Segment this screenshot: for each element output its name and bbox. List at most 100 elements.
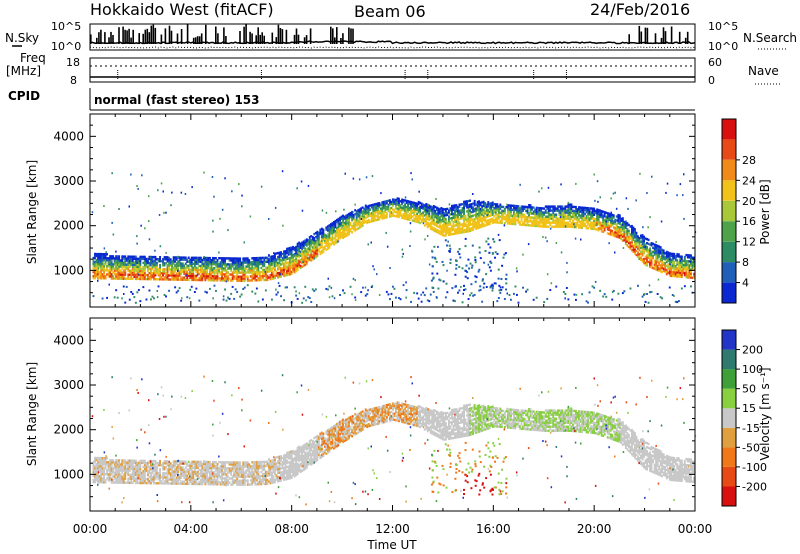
power-cell: [389, 199, 391, 202]
power-cell: [201, 268, 204, 272]
power-cell: [119, 275, 122, 278]
power-cell: [671, 272, 674, 276]
power-cell: [295, 290, 297, 293]
power-cell: [657, 278, 660, 281]
power-cell: [531, 220, 533, 223]
power-cell: [225, 269, 228, 272]
power-cell: [316, 252, 319, 256]
power-cell: [608, 214, 611, 218]
velocity-cell: [113, 461, 116, 464]
power-cell: [354, 227, 357, 230]
power-cell: [268, 266, 270, 269]
power-cell: [189, 262, 192, 265]
velocity-cell: [107, 475, 110, 478]
power-cell: [177, 266, 180, 269]
power-cell: [393, 198, 396, 201]
power-cell: [319, 230, 322, 234]
power-cell: [537, 216, 540, 220]
velocity-cell: [97, 475, 99, 478]
power-cell: [478, 202, 481, 205]
power-cell: [596, 220, 599, 223]
power-cell: [345, 214, 347, 218]
power-cell: [463, 208, 465, 212]
power-cell: [116, 269, 119, 272]
power-cell: [513, 222, 515, 226]
power-cell: [401, 202, 403, 205]
velocity-cell: [131, 471, 134, 474]
power-cell: [100, 255, 102, 258]
power-cell: [611, 229, 614, 233]
power-cell: [162, 260, 164, 263]
power-cell: [198, 256, 201, 260]
power-cell: [472, 202, 475, 205]
power-cell: [516, 215, 518, 218]
power-cell: [402, 198, 405, 202]
power-cell: [564, 205, 567, 208]
power-cell: [426, 225, 429, 229]
power-cell: [337, 223, 340, 227]
power-cell: [302, 256, 305, 259]
power-cell: [382, 202, 385, 206]
power-cell: [180, 258, 183, 261]
noise-bar: [146, 28, 149, 44]
power-cell: [110, 255, 113, 258]
power-cell: [260, 256, 263, 260]
power-cell: [209, 279, 211, 282]
power-cell: [541, 187, 543, 190]
power-cell: [631, 234, 633, 238]
power-cell: [562, 221, 565, 224]
power-cell: [547, 209, 550, 212]
power-cell: [407, 204, 409, 207]
power-cell: [266, 260, 269, 263]
power-cell: [263, 264, 266, 268]
power-cell: [246, 269, 249, 272]
noise-bar: [293, 34, 296, 44]
velocity-cell: [98, 475, 101, 478]
power-cell: [416, 212, 419, 215]
power-cell: [296, 242, 299, 246]
power-cell: [113, 267, 116, 270]
power-cell: [371, 284, 374, 287]
velocity-cell: [137, 465, 140, 469]
power-cell: [490, 210, 493, 213]
power-cell: [154, 259, 157, 263]
power-cell: [219, 265, 222, 268]
power-cell: [618, 222, 621, 225]
power-cell: [178, 274, 181, 277]
velocity-cell: [127, 477, 130, 480]
power-cell: [258, 272, 261, 276]
power-cell: [612, 232, 615, 235]
power-cell: [398, 201, 400, 205]
power-cell: [100, 263, 102, 266]
power-cell: [190, 274, 193, 278]
power-cell: [446, 211, 449, 215]
power-cell: [313, 257, 315, 260]
power-cell: [451, 225, 453, 228]
power-cell: [269, 275, 272, 279]
power-cell: [437, 229, 440, 232]
power-cell: [215, 271, 217, 274]
power-cell: [570, 205, 573, 208]
power-cell: [593, 207, 596, 210]
power-cell: [649, 243, 651, 246]
velocity-cell: [109, 477, 112, 480]
power-cell: [212, 219, 214, 222]
power-cell: [427, 204, 429, 207]
power-cell: [416, 292, 419, 295]
power-cell: [95, 273, 98, 276]
power-cell: [656, 266, 659, 270]
power-cell: [195, 262, 198, 266]
power-cell: [103, 275, 105, 278]
power-cell: [348, 218, 350, 222]
power-cell: [157, 274, 160, 277]
power-cell: [310, 239, 313, 242]
power-cell: [116, 263, 119, 266]
power-cell: [531, 224, 533, 227]
power-cell: [680, 269, 683, 272]
power-cell: [516, 211, 518, 214]
power-cell: [348, 230, 350, 234]
power-cell: [311, 288, 314, 291]
power-cell: [422, 219, 425, 222]
power-cell: [260, 270, 263, 274]
power-cell: [180, 256, 183, 259]
